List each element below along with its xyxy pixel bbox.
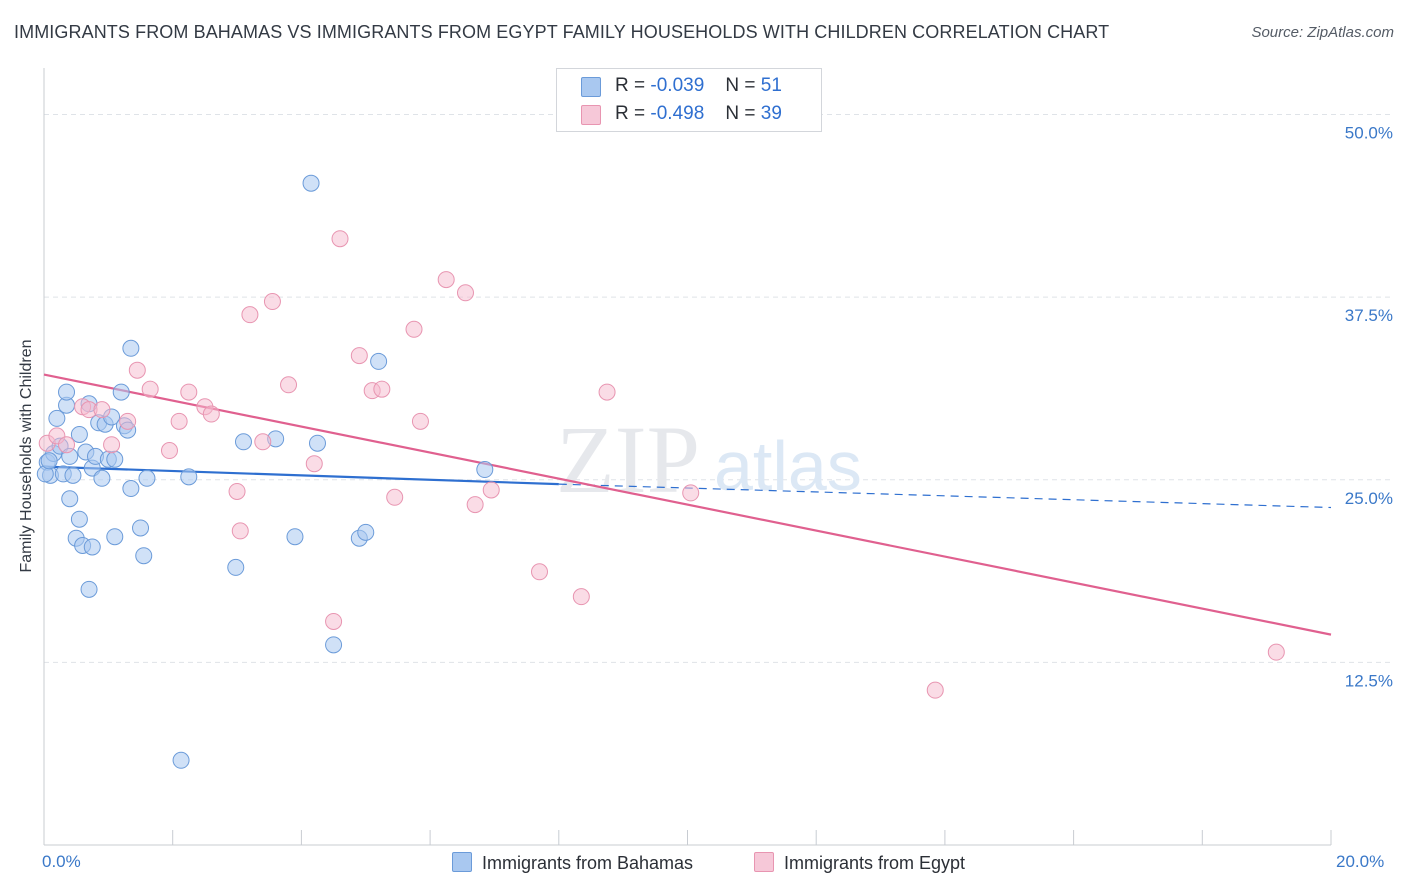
point-egypt xyxy=(58,436,76,454)
point-bahamas xyxy=(70,425,88,443)
point-egypt xyxy=(386,488,404,506)
point-egypt xyxy=(305,455,323,473)
bottom-legend-bahamas: Immigrants from Bahamas xyxy=(452,852,693,874)
point-bahamas xyxy=(122,480,140,498)
point-bahamas xyxy=(70,510,88,528)
point-egypt xyxy=(141,380,159,398)
y-tick-label: 37.5% xyxy=(1345,306,1393,325)
point-bahamas xyxy=(48,409,66,427)
point-bahamas xyxy=(357,523,375,541)
chart-title: IMMIGRANTS FROM BAHAMAS VS IMMIGRANTS FR… xyxy=(14,22,1110,42)
bottom-legend-label-egypt: Immigrants from Egypt xyxy=(784,853,966,873)
legend-swatch-egypt xyxy=(581,105,601,125)
series-bahamas-points xyxy=(36,174,494,769)
point-bahamas xyxy=(122,339,140,357)
point-egypt xyxy=(350,347,368,365)
point-egypt xyxy=(254,433,272,451)
point-egypt xyxy=(405,320,423,338)
point-bahamas xyxy=(370,352,388,370)
bottom-legend-swatch-bahamas xyxy=(452,852,472,872)
legend-n-label: N = xyxy=(725,75,756,96)
point-egypt xyxy=(170,412,188,430)
y-tick-labels: 12.5% 25.0% 37.5% 50.0% xyxy=(1345,124,1393,691)
trend-line-bahamas xyxy=(43,465,559,486)
y-tick-label: 12.5% xyxy=(1345,671,1393,690)
point-egypt xyxy=(456,284,474,302)
point-egypt xyxy=(160,442,178,460)
point-egypt xyxy=(373,380,391,398)
point-egypt xyxy=(202,405,220,423)
point-bahamas xyxy=(93,469,111,487)
point-egypt xyxy=(482,481,500,499)
point-bahamas xyxy=(286,528,304,546)
legend-n-value: 39 xyxy=(760,103,782,124)
correlation-legend: R = -0.039 N = 51 R = -0.498 N = 39 xyxy=(556,68,822,132)
point-bahamas xyxy=(106,528,124,546)
point-bahamas xyxy=(40,452,58,470)
y-axis-label: Family Households with Children xyxy=(18,339,35,573)
y-tick-label: 25.0% xyxy=(1345,489,1393,508)
point-egypt xyxy=(530,563,548,581)
point-egypt xyxy=(119,412,137,430)
bottom-legend-egypt: Immigrants from Egypt xyxy=(754,852,965,874)
point-egypt xyxy=(325,612,343,630)
x-tick-label-min: 0.0% xyxy=(42,852,81,871)
point-egypt xyxy=(228,482,246,500)
bottom-legend-swatch-egypt xyxy=(754,852,774,872)
point-egypt xyxy=(103,436,121,454)
point-bahamas xyxy=(325,636,343,654)
point-bahamas xyxy=(80,580,98,598)
point-bahamas xyxy=(83,538,101,556)
point-egypt xyxy=(411,412,429,430)
legend-r-label: R = xyxy=(615,75,646,96)
point-egypt xyxy=(263,293,281,311)
legend-n-value: 51 xyxy=(760,75,782,96)
point-bahamas xyxy=(227,558,245,576)
point-bahamas xyxy=(180,468,198,486)
point-bahamas xyxy=(138,469,156,487)
point-egypt xyxy=(598,383,616,401)
legend-r-label: R = xyxy=(615,103,646,124)
point-egypt xyxy=(572,588,590,606)
legend-r-value: -0.039 xyxy=(650,75,705,96)
point-bahamas xyxy=(106,450,124,468)
point-egypt xyxy=(331,230,349,248)
point-egypt xyxy=(1267,643,1285,661)
trend-line-egypt xyxy=(43,373,1332,636)
point-bahamas xyxy=(64,466,82,484)
point-egypt xyxy=(466,496,484,514)
legend-r-value: -0.498 xyxy=(650,103,705,124)
series-egypt-points xyxy=(38,230,1285,699)
point-bahamas xyxy=(61,490,79,508)
point-bahamas xyxy=(476,461,494,479)
point-bahamas xyxy=(132,519,150,537)
point-egypt xyxy=(128,361,146,379)
legend-swatch-bahamas xyxy=(581,77,601,97)
point-bahamas xyxy=(135,547,153,565)
point-egypt xyxy=(180,383,198,401)
point-bahamas xyxy=(308,434,326,452)
point-bahamas xyxy=(302,174,320,192)
point-egypt xyxy=(682,484,700,502)
point-egypt xyxy=(437,271,455,289)
point-bahamas xyxy=(172,751,190,769)
legend-n-label: N = xyxy=(725,103,756,124)
gridlines xyxy=(44,114,1392,663)
y-tick-label: 50.0% xyxy=(1345,124,1393,143)
watermark-atlas: atlas xyxy=(714,427,862,505)
point-egypt xyxy=(93,401,111,419)
point-bahamas xyxy=(234,433,252,451)
bottom-legend-label-bahamas: Immigrants from Bahamas xyxy=(482,853,694,873)
watermark-zip: ZIP xyxy=(556,406,700,513)
point-bahamas xyxy=(112,383,130,401)
x-tick-label-max: 20.0% xyxy=(1336,852,1385,871)
point-egypt xyxy=(241,306,259,324)
point-egypt xyxy=(926,681,944,699)
point-egypt xyxy=(280,376,298,394)
point-bahamas xyxy=(58,383,76,401)
source-label: Source: ZipAtlas.com xyxy=(1251,24,1394,41)
point-egypt xyxy=(231,522,249,540)
